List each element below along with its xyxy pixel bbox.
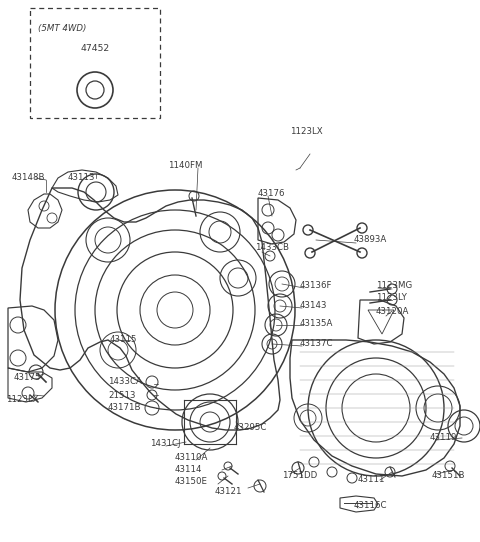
Text: 47452: 47452: [80, 44, 109, 53]
Text: 43151B: 43151B: [432, 470, 466, 480]
Text: 43175: 43175: [14, 373, 41, 383]
Text: 1433CB: 1433CB: [255, 243, 289, 253]
Text: 43110A: 43110A: [175, 454, 208, 462]
Text: 43143: 43143: [300, 301, 327, 311]
Text: 1123LY: 1123LY: [376, 294, 407, 302]
Text: 43295C: 43295C: [234, 423, 267, 433]
Text: 21513: 21513: [108, 390, 135, 399]
Text: 43135A: 43135A: [300, 319, 334, 327]
Text: 43893A: 43893A: [354, 236, 387, 244]
Text: 1751DD: 1751DD: [282, 472, 317, 481]
Text: 43119: 43119: [430, 434, 457, 442]
Text: 1433CA: 1433CA: [108, 377, 142, 386]
Text: 1140FM: 1140FM: [168, 160, 203, 170]
Text: 43111: 43111: [358, 475, 385, 485]
Text: 43115: 43115: [110, 335, 137, 345]
Bar: [30, 8, 160, 118]
Text: 43116C: 43116C: [354, 500, 387, 509]
Text: 1123LX: 1123LX: [290, 127, 323, 137]
Text: 43114: 43114: [175, 466, 203, 474]
Text: 43136F: 43136F: [300, 281, 333, 291]
Text: 43113: 43113: [68, 173, 96, 183]
Text: 43150E: 43150E: [175, 478, 208, 487]
Text: 1123MG: 1123MG: [376, 281, 412, 289]
Text: (5MT 4WD): (5MT 4WD): [38, 24, 86, 33]
Text: 43121: 43121: [215, 487, 242, 496]
Text: 43171B: 43171B: [108, 403, 142, 412]
Text: 43120A: 43120A: [376, 306, 409, 315]
Text: 1431CJ: 1431CJ: [150, 440, 180, 448]
Text: 1123LX: 1123LX: [6, 396, 38, 404]
Text: 43176: 43176: [258, 189, 286, 197]
Text: 43137C: 43137C: [300, 339, 334, 347]
Text: 43148B: 43148B: [12, 173, 46, 183]
